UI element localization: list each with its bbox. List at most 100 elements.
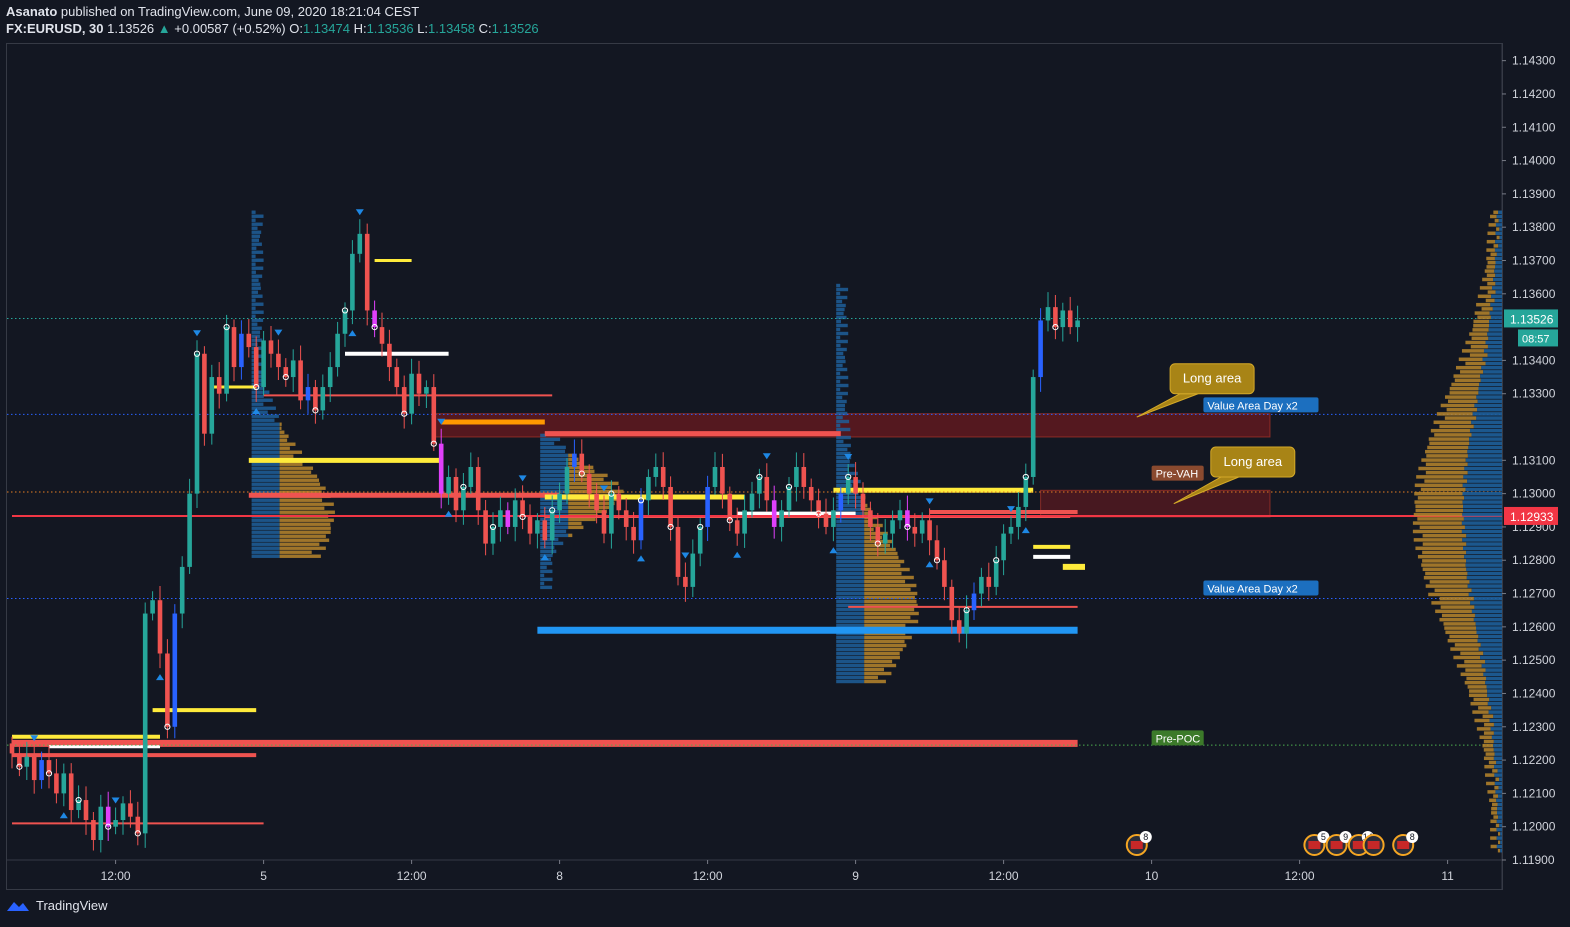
visible-range-volume-bar — [1441, 613, 1475, 618]
candle-body — [579, 453, 585, 474]
visible-range-volume-bar — [1487, 353, 1502, 357]
candle-body — [157, 600, 163, 654]
volume-profile-bar — [836, 427, 851, 432]
volume-profile-bar — [836, 555, 865, 560]
volume-profile-bar — [279, 502, 334, 506]
candle-body — [653, 466, 659, 477]
candle-body — [542, 520, 548, 541]
volume-profile-bar — [836, 291, 841, 296]
visible-range-volume-bar — [1427, 445, 1469, 450]
candle-body — [239, 333, 244, 368]
volume-profile-bar — [864, 543, 891, 548]
volume-profile-bar — [864, 675, 878, 680]
candle-body — [401, 387, 407, 414]
candle-body — [268, 340, 274, 354]
volume-profile-bar — [836, 571, 865, 576]
time-tick-label: 5 — [260, 869, 267, 883]
visible-range-volume-bar — [1472, 710, 1489, 714]
volume-profile-bar — [864, 639, 905, 644]
volume-profile-bar — [251, 550, 280, 554]
visible-range-volume-bar — [1485, 676, 1502, 681]
visible-range-volume-bar — [1460, 370, 1484, 374]
visible-range-volume-bar — [1483, 756, 1494, 761]
candle-body — [379, 327, 385, 344]
us-flag-icon — [1308, 841, 1321, 849]
candle-body — [83, 800, 89, 821]
visible-range-volume-bar — [1495, 777, 1500, 782]
signal-dot — [756, 473, 763, 481]
volume-profile-bar — [540, 549, 557, 554]
volume-profile-bar — [836, 371, 841, 376]
volume-profile-bar — [251, 314, 256, 318]
volume-profile-bar — [568, 453, 574, 458]
price-tick-label: 1.13700 — [1512, 253, 1556, 267]
candle-body — [91, 820, 96, 841]
volume-profile-bar — [279, 550, 312, 554]
visible-range-volume-bar — [1468, 693, 1488, 698]
volume-profile-bar — [836, 439, 844, 444]
visible-range-volume-bar — [1424, 479, 1468, 483]
visible-range-volume-bar — [1469, 580, 1502, 584]
volume-profile-bar — [568, 481, 619, 486]
tradingview-footer[interactable]: TradingView — [6, 898, 108, 913]
close-label: C: — [478, 21, 492, 36]
candle-body — [949, 586, 955, 621]
candle-body — [498, 510, 503, 527]
visible-range-volume-bar — [1494, 298, 1502, 303]
volume-profile-bar — [251, 406, 276, 410]
bar-countdown-text: 08:57 — [1522, 333, 1550, 345]
visible-range-volume-bar — [1421, 458, 1466, 462]
visible-range-volume-bar — [1418, 466, 1465, 471]
visible-range-volume-bar — [1479, 286, 1493, 290]
volume-profile-bar — [836, 391, 848, 396]
visible-range-volume-bar — [1466, 542, 1502, 546]
volume-profile-bar — [251, 446, 280, 450]
author-name[interactable]: Asanato — [6, 4, 58, 19]
visible-range-volume-bar — [1474, 403, 1502, 408]
last-price: 1.13526 — [107, 21, 155, 36]
candle-body — [98, 806, 104, 841]
candle-body — [520, 500, 525, 517]
volume-profile-bar — [836, 471, 858, 476]
volume-profile-bar — [836, 527, 865, 532]
visible-range-volume-bar — [1495, 260, 1502, 265]
candle-body — [305, 387, 311, 401]
visible-range-volume-bar — [1496, 827, 1502, 832]
visible-range-volume-bar — [1496, 844, 1502, 849]
visible-range-volume-bar — [1463, 508, 1502, 513]
fractal-up-marker — [59, 812, 68, 819]
candle-body — [683, 576, 688, 587]
time-tick-label: 10 — [1145, 869, 1159, 883]
candle-body — [1075, 320, 1080, 328]
visible-range-volume-bar — [1467, 470, 1502, 475]
level-tag-text: Pre-POC — [1156, 733, 1201, 745]
volume-profile-bar — [864, 535, 882, 540]
symbol-label[interactable]: FX:EURUSD, 30 — [6, 21, 104, 36]
volume-profile-bar — [864, 611, 919, 616]
volume-profile-bar — [279, 426, 282, 430]
volume-profile-bar — [279, 518, 334, 522]
visible-range-volume-bar — [1466, 575, 1502, 580]
candle-body — [54, 773, 59, 794]
volume-profile-bar — [251, 302, 264, 306]
volume-profile-bar — [836, 383, 849, 388]
volume-profile-bar — [251, 410, 268, 414]
visible-range-volume-bar — [1489, 718, 1502, 723]
volume-profile-bar — [279, 542, 320, 546]
volume-profile-bar — [836, 463, 855, 468]
volume-profile-bar — [279, 482, 321, 486]
visible-range-volume-bar — [1487, 689, 1502, 693]
visible-range-volume-bar — [1447, 399, 1478, 404]
callout-box — [1210, 446, 1296, 478]
volume-profile-bar — [251, 438, 280, 442]
volume-profile-bar — [251, 542, 280, 546]
level-tag-box — [1151, 730, 1204, 746]
visible-range-volume-bar — [1499, 235, 1502, 240]
published-text: published on TradingView.com, June 09, 2… — [60, 4, 420, 19]
visible-range-volume-bar — [1485, 680, 1502, 685]
volume-profile-bar — [836, 655, 865, 660]
candle-body — [934, 540, 940, 561]
visible-range-volume-bar — [1495, 265, 1502, 269]
callout-box — [1169, 363, 1255, 395]
